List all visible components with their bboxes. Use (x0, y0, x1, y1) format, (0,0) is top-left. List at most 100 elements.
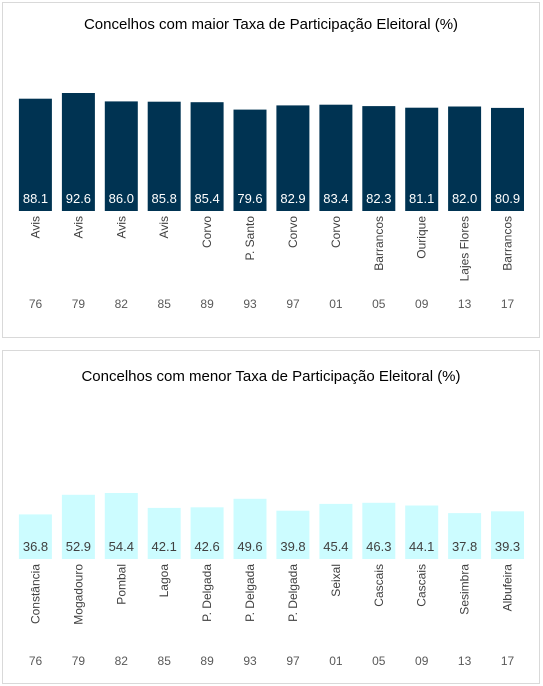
year-label: 76 (29, 654, 43, 668)
category-label: P. Santo (243, 216, 257, 261)
bar (405, 505, 439, 559)
category-label: Sesimbra (458, 564, 472, 615)
chart-title: Concelhos com maior Taxa de Participação… (84, 16, 458, 33)
category-label: Avis (29, 216, 43, 238)
year-label: 17 (501, 654, 515, 668)
category-label: Lagoa (157, 564, 171, 598)
bar (147, 101, 181, 211)
chart-panel-top: Concelhos com maior Taxa de Participação… (2, 2, 540, 338)
year-label: 82 (115, 654, 129, 668)
data-label: 44.1 (409, 539, 434, 554)
bar (18, 514, 52, 559)
data-label: 85.8 (152, 191, 177, 206)
year-label: 05 (372, 297, 386, 311)
data-label: 81.1 (409, 191, 434, 206)
data-label: 83.4 (323, 191, 348, 206)
bar (61, 494, 95, 559)
category-label: P. Delgada (243, 564, 257, 622)
data-label: 42.1 (152, 539, 177, 554)
year-label: 97 (286, 297, 300, 311)
data-label: 39.3 (495, 539, 520, 554)
category-label: Cascais (372, 564, 386, 607)
data-label: 39.8 (280, 539, 305, 554)
data-label: 37.8 (452, 539, 477, 554)
year-label: 05 (372, 654, 386, 668)
data-label: 85.4 (194, 191, 219, 206)
data-label: 36.8 (23, 539, 48, 554)
category-label: Avis (71, 216, 85, 238)
year-label: 89 (200, 297, 214, 311)
bar (190, 507, 224, 559)
category-label: Constância (29, 564, 43, 624)
data-label: 45.4 (323, 539, 348, 554)
data-label: 49.6 (237, 539, 262, 554)
year-label: 09 (415, 654, 429, 668)
bar (362, 106, 396, 211)
bar (276, 510, 310, 559)
year-label: 89 (200, 654, 214, 668)
category-label: Avis (114, 216, 128, 238)
year-label: 93 (243, 654, 257, 668)
year-label: 13 (458, 297, 472, 311)
year-label: 93 (243, 297, 257, 311)
category-label: P. Delgada (286, 564, 300, 622)
data-label: 86.0 (109, 191, 134, 206)
category-label: Mogadouro (71, 564, 85, 625)
bar (319, 503, 353, 559)
data-label: 54.4 (109, 539, 134, 554)
year-label: 01 (329, 297, 343, 311)
year-label: 85 (158, 297, 172, 311)
chart-bottom: Concelhos com menor Taxa de Participação… (18, 368, 524, 668)
bar (276, 105, 310, 211)
category-label: Cascais (415, 564, 429, 607)
category-label: Lajes Flores (458, 216, 472, 281)
category-label: Seixal (329, 564, 343, 597)
bar (405, 107, 439, 211)
category-label: Corvo (329, 216, 343, 248)
category-label: Corvo (286, 216, 300, 248)
year-label: 13 (458, 654, 472, 668)
bar (104, 101, 138, 211)
data-label: 92.6 (66, 191, 91, 206)
bar (491, 511, 524, 559)
year-label: 82 (115, 297, 129, 311)
year-label: 79 (72, 654, 86, 668)
data-label: 80.9 (495, 191, 520, 206)
category-label: Albufeira (501, 564, 515, 612)
category-label: Ourique (415, 216, 429, 259)
year-label: 17 (501, 297, 515, 311)
data-label: 82.3 (366, 191, 391, 206)
bar (319, 104, 353, 211)
year-label: 01 (329, 654, 343, 668)
data-label: 79.6 (237, 191, 262, 206)
bar (233, 498, 267, 559)
category-label: Barrancos (372, 216, 386, 271)
category-label: Avis (157, 216, 171, 238)
bar (448, 106, 482, 211)
bar (491, 107, 524, 211)
data-label: 82.9 (280, 191, 305, 206)
bar (448, 513, 482, 559)
bar (147, 507, 181, 559)
bar (104, 493, 138, 559)
bar (362, 502, 396, 559)
bar (190, 102, 224, 211)
chart-panel-bottom: Concelhos com menor Taxa de Participação… (2, 350, 540, 684)
chart-title: Concelhos com menor Taxa de Participação… (81, 368, 460, 385)
category-label: P. Delgada (200, 564, 214, 622)
data-label: 52.9 (66, 539, 91, 554)
data-label: 46.3 (366, 539, 391, 554)
bar (61, 93, 95, 211)
category-label: Pombal (114, 564, 128, 605)
chart-top: Concelhos com maior Taxa de Participação… (18, 16, 524, 311)
data-label: 82.0 (452, 191, 477, 206)
year-label: 85 (158, 654, 172, 668)
year-label: 76 (29, 297, 43, 311)
data-label: 42.6 (194, 539, 219, 554)
data-label: 88.1 (23, 191, 48, 206)
bar (18, 98, 52, 211)
category-label: Barrancos (501, 216, 515, 271)
bar (233, 109, 267, 211)
category-label: Corvo (200, 216, 214, 248)
year-label: 09 (415, 297, 429, 311)
